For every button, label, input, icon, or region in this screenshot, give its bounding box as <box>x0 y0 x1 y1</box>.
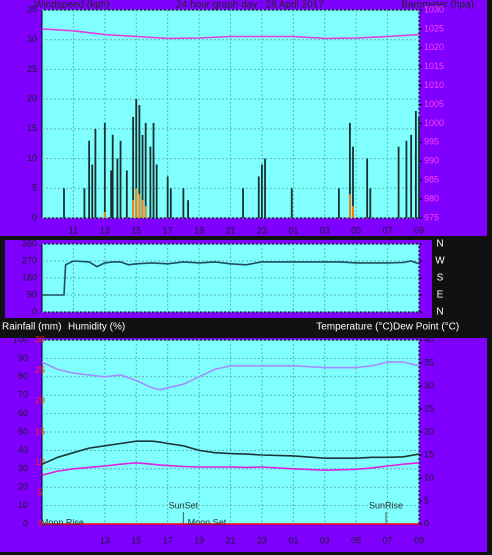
y-tick-label: 30 <box>18 463 28 473</box>
x-tick-label: 09 <box>414 225 424 235</box>
annotation: Moon Rise <box>41 517 84 527</box>
x-tick-label: 13 <box>100 535 110 545</box>
y-tick-label: 40 <box>18 445 28 455</box>
y-tick-label: 90 <box>27 289 37 299</box>
y2-tick-label: 1000 <box>424 118 444 128</box>
x-tick-label: 23 <box>257 535 267 545</box>
y-tick-label: 5 <box>32 183 37 193</box>
y2-tick-label: N <box>436 307 443 318</box>
y2-tick-label: 15 <box>424 449 434 459</box>
y2-tick-label: 10 <box>424 472 434 482</box>
series-line <box>41 361 420 391</box>
y4-axis-label: Dew Point (°C) <box>393 322 459 333</box>
y2-tick-label: 980 <box>424 193 439 203</box>
y-tick-label: 10 <box>18 500 28 510</box>
y2-tick-label: 985 <box>424 175 439 185</box>
y-tick-label: 10 <box>27 153 37 163</box>
series-line <box>41 440 420 465</box>
x-tick-label: 03 <box>320 535 330 545</box>
y2-tick-label: 975 <box>424 212 439 222</box>
x-tick-label: 07 <box>383 535 393 545</box>
x-tick-label: 23 <box>257 225 267 235</box>
y-tick-label: 60 <box>18 408 28 418</box>
y-tick-label: 0 <box>32 306 37 316</box>
y2-tick-label: 990 <box>424 156 439 166</box>
y2-tick-label: 30 <box>424 380 434 390</box>
x-tick-label: 19 <box>194 535 204 545</box>
x-tick-label: 01 <box>288 225 298 235</box>
y-tick-label: 270 <box>22 255 37 265</box>
y2-tick-label: 25 <box>424 403 434 413</box>
series-line <box>41 461 420 476</box>
y-tick-label: 50 <box>18 426 28 436</box>
y2-tick-label: S <box>437 273 444 284</box>
y2-axis-label: Barometer (hpa) <box>401 0 474 11</box>
y2-tick-label: E <box>437 290 444 301</box>
y3-tick-label: 15 <box>35 426 45 436</box>
y-tick-label: 90 <box>18 353 28 363</box>
x-tick-label: 05 <box>351 225 361 235</box>
x-tick-label: 07 <box>383 225 393 235</box>
y-tick-label: 80 <box>18 371 28 381</box>
y2-tick-label: 20 <box>424 426 434 436</box>
y-tick-label: 70 <box>18 390 28 400</box>
y2-tick-label: N <box>436 239 443 250</box>
y-tick-label: 0 <box>32 212 37 222</box>
x-tick-label: 03 <box>320 225 330 235</box>
y-tick-label: 180 <box>22 272 37 282</box>
series-line <box>41 28 420 40</box>
y2-tick-label: 40 <box>424 334 434 344</box>
y3-tick-label: 10 <box>35 457 45 467</box>
y3-tick-label: 0 <box>37 518 42 528</box>
y2-tick-label: 1030 <box>424 4 444 14</box>
x-tick-label: 05 <box>351 535 361 545</box>
y-tick-label: 20 <box>18 482 28 492</box>
x-tick-label: 19 <box>194 225 204 235</box>
x-tick-label: 01 <box>288 535 298 545</box>
y-tick-label: 30 <box>27 34 37 44</box>
y-tick-label: 20 <box>27 94 37 104</box>
y-axis-label: Windspeed (kph) <box>34 0 110 11</box>
y3-tick-label: 5 <box>37 488 42 498</box>
y-axis-label: Humidity (%) <box>68 322 125 333</box>
x-tick-label: 09 <box>414 535 424 545</box>
x-tick-label: 21 <box>225 535 235 545</box>
annotation: SunSet <box>169 500 199 510</box>
y3-tick-label: 30 <box>35 334 45 344</box>
y2-tick-label: 1005 <box>424 99 444 109</box>
y2-tick-label: 5 <box>424 495 429 505</box>
y3-axis-label: Rainfall (mm) <box>2 322 61 333</box>
y-tick-label: 0 <box>23 518 28 528</box>
y2-tick-label: 1025 <box>424 23 444 33</box>
x-tick-label: 15 <box>131 535 141 545</box>
x-tick-label: 13 <box>100 225 110 235</box>
y2-tick-label: 1010 <box>424 80 444 90</box>
y-tick-label: 360 <box>22 238 37 248</box>
y-tick-label: 25 <box>27 64 37 74</box>
annotation: Moon Set <box>188 517 227 527</box>
y2-tick-label: 35 <box>424 357 434 367</box>
series-line <box>42 260 420 296</box>
y-tick-label: 100 <box>13 334 28 344</box>
x-tick-label: 17 <box>163 535 173 545</box>
y2-tick-label: 1015 <box>424 61 444 71</box>
x-tick-label: 21 <box>225 225 235 235</box>
y2-tick-label: 0 <box>424 518 429 528</box>
y2-tick-label: 1020 <box>424 42 444 52</box>
y3-tick-label: 25 <box>35 365 45 375</box>
chart-title: 24 hour graph day : 28 April 2017 <box>176 0 324 11</box>
y2-tick-label: 995 <box>424 137 439 147</box>
y-tick-label: 35 <box>27 4 37 14</box>
y3-tick-label: 20 <box>35 396 45 406</box>
annotation: SunRise <box>369 500 403 510</box>
x-tick-label: 15 <box>131 225 141 235</box>
x-tick-label: 17 <box>163 225 173 235</box>
y2-axis-label: Temperature (°C) <box>316 322 393 333</box>
y2-tick-label: W <box>435 256 445 267</box>
x-tick-label: 11 <box>69 225 78 235</box>
y-tick-label: 15 <box>27 123 37 133</box>
